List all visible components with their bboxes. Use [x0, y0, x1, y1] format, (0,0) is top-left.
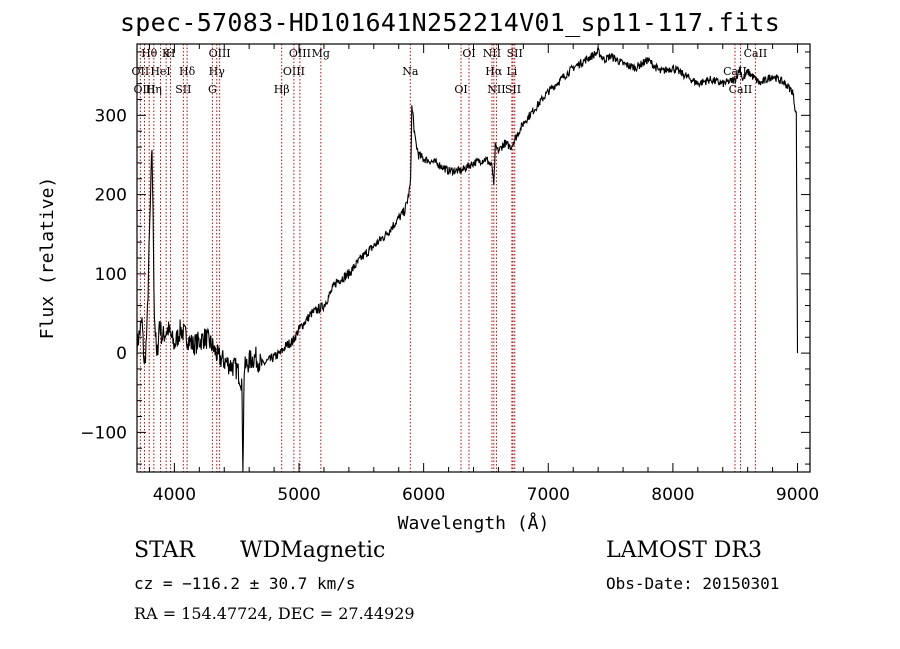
x-axis-label: Wavelength (Å) [398, 512, 550, 534]
x-tick-label: 9000 [776, 485, 819, 505]
emission-line-label: H [166, 47, 176, 60]
emission-line-label: Hγ [209, 65, 226, 78]
object-class: STAR [134, 538, 195, 563]
object-subclass: WDMagnetic [240, 538, 386, 563]
emission-line-markers [139, 44, 756, 472]
y-tick-label: 300 [95, 106, 127, 126]
chart-title: spec-57083-HD101641N252214V01_sp11-117.f… [119, 8, 781, 37]
emission-line-label: Hα [485, 65, 503, 78]
emission-line-label: NII [487, 83, 505, 96]
emission-line-label: OI [462, 47, 475, 60]
emission-line-label: HeI [150, 65, 170, 78]
coordinates-text: RA = 154.47724, DEC = 27.44929 [134, 604, 415, 623]
emission-line-label: OI [454, 83, 467, 96]
x-tick-label: 4000 [153, 485, 196, 505]
emission-line-label: Hθ [141, 47, 158, 60]
x-tick-label: 7000 [527, 485, 570, 505]
emission-line-label: CaII [744, 47, 768, 60]
emission-line-label: G [208, 83, 217, 96]
x-tick-label: 5000 [277, 485, 320, 505]
y-tick-label: 200 [95, 186, 127, 206]
y-axis: −100 0 100 200 300 [80, 51, 810, 465]
emission-line-label: CaII [723, 65, 747, 78]
y-tick-label: 100 [95, 265, 127, 285]
emission-line-label: SII [507, 47, 523, 60]
emission-line-label: OIII [133, 83, 155, 96]
emission-line-label: OII [132, 65, 150, 78]
y-axis-label: Flux (relative) [37, 177, 58, 340]
x-axis: 4000 5000 6000 7000 8000 9000 [148, 44, 819, 505]
emission-line-label: Li [506, 65, 517, 78]
emission-line-label: Mg [312, 47, 330, 60]
obs-date-text: Obs-Date: 20150301 [606, 574, 780, 593]
emission-line-label: CaII [729, 83, 753, 96]
redshift-text: cz = −116.2 ± 30.7 km/s [134, 574, 356, 593]
emission-line-label: K [162, 47, 171, 60]
emission-line-label: Hδ [179, 65, 196, 78]
emission-line-label: Hη [146, 83, 162, 96]
y-tick-label: 0 [116, 344, 127, 364]
emission-line-label: OIII [289, 47, 311, 60]
spectrum-line [136, 46, 799, 473]
emission-line-label: Hβ [274, 83, 290, 96]
emission-line-label: SII [505, 83, 521, 96]
emission-line-label: NII [483, 47, 501, 60]
plot-frame [136, 43, 811, 473]
y-tick-label: −100 [80, 423, 127, 443]
emission-line-label: Na [402, 65, 419, 78]
emission-line-labels: Hθ OII OIII K HeI Hη HHδ SII OIII Hγ G OIII OIII Hβ Mg… [132, 47, 768, 96]
x-tick-label: 6000 [402, 485, 445, 505]
emission-line-label: SII [175, 83, 191, 96]
emission-line-label: OIII [209, 47, 231, 60]
x-tick-label: 8000 [651, 485, 694, 505]
survey-name: LAMOST DR3 [606, 538, 762, 563]
emission-line-label: OIII [283, 65, 305, 78]
